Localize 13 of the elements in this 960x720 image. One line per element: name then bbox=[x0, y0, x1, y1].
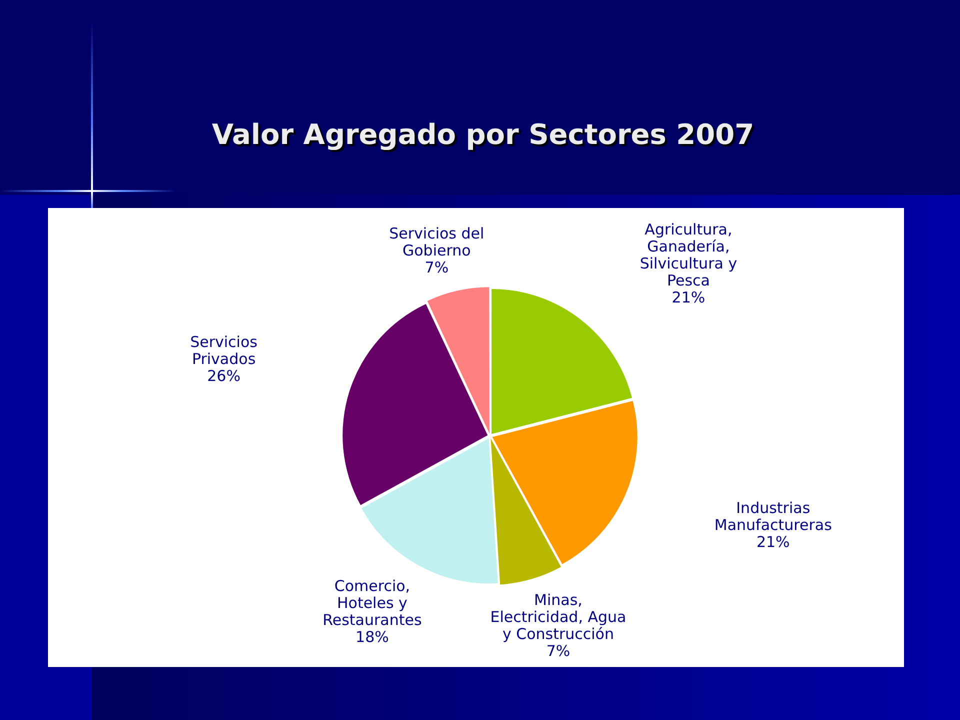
slice-label: Comercio, Hoteles y Restaurantes bbox=[322, 577, 422, 630]
slice-label: Minas, Electricidad, Agua y Construcción bbox=[490, 590, 626, 643]
data-label: 7% bbox=[424, 258, 449, 276]
slice-label: Servicios Privados bbox=[190, 333, 258, 368]
data-label: 18% bbox=[356, 628, 389, 646]
slice-label: Servicios del Gobierno bbox=[389, 224, 484, 260]
slice-label: Agricultura, Ganadería, Silvicultura y Pesca bbox=[640, 220, 738, 290]
slice-label: Industrias Manufactureras bbox=[714, 499, 832, 534]
data-label: 7% bbox=[546, 642, 570, 660]
data-label: 26% bbox=[207, 367, 240, 386]
data-label: 21% bbox=[756, 533, 790, 552]
data-label: 21% bbox=[672, 288, 706, 307]
chart-title: Valor Agregado por Sectores 2007 bbox=[210, 118, 756, 151]
